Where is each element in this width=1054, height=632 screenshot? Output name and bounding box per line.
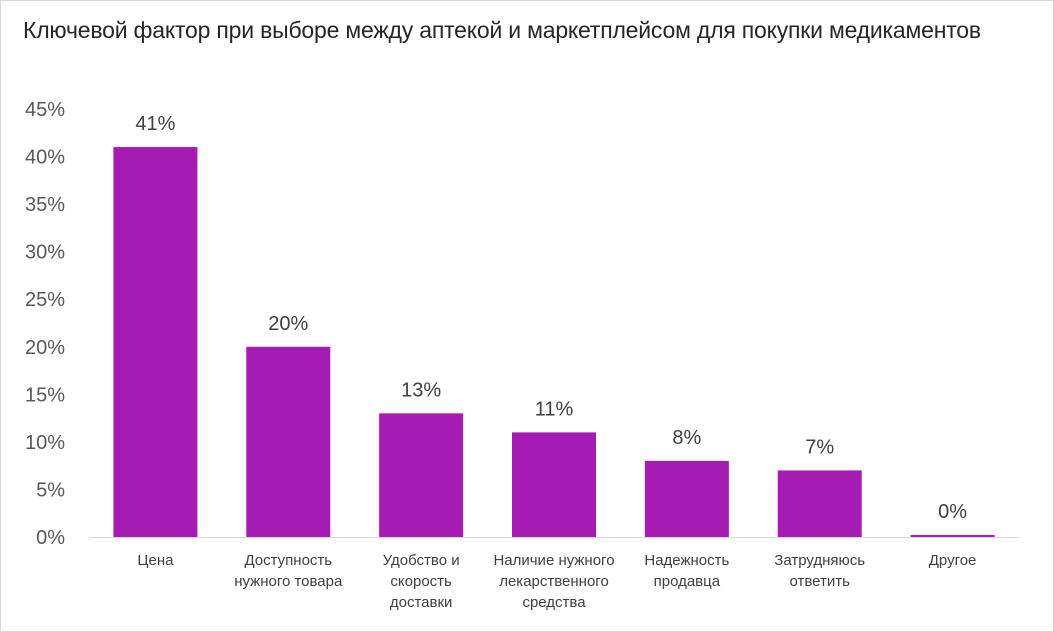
data-label: 8% (672, 427, 701, 449)
category-label: Другое (929, 552, 977, 569)
y-tick-label: 30% (25, 242, 65, 264)
category-label: Удобство и (383, 552, 460, 569)
category-label: нужного товара (234, 573, 343, 590)
category-label: Цена (137, 552, 174, 569)
bar (113, 147, 198, 538)
y-tick-label: 35% (25, 194, 65, 216)
category-label: продавца (654, 573, 721, 590)
bar (910, 535, 995, 537)
data-label: 11% (535, 398, 574, 420)
data-label: 20% (268, 313, 308, 335)
category-label: лекарственного (499, 573, 609, 590)
y-tick-label: 5% (36, 479, 65, 501)
y-tick-label: 10% (25, 432, 65, 454)
category-label: средства (522, 594, 586, 611)
category-label: Наличие нужного (493, 552, 614, 569)
category-label: Доступность (244, 552, 332, 569)
category-label: Затрудняюсь (774, 552, 865, 569)
y-tick-label: 0% (36, 527, 65, 549)
category-label: доставки (390, 594, 453, 611)
data-label: 13% (401, 379, 441, 401)
bar (644, 460, 729, 537)
bar (777, 470, 862, 537)
bar (246, 346, 331, 537)
data-label: 41% (135, 113, 175, 135)
y-tick-label: 15% (25, 384, 65, 406)
data-label: 0% (938, 501, 967, 523)
y-tick-label: 40% (25, 147, 65, 169)
data-label: 7% (805, 436, 834, 458)
bar (512, 432, 596, 537)
category-label: ответить (789, 573, 850, 590)
y-tick-label: 20% (25, 337, 65, 359)
chart-title: Ключевой фактор при выборе между аптекой… (23, 17, 981, 43)
y-tick-label: 25% (25, 289, 65, 311)
y-tick-label: 45% (25, 99, 65, 121)
bar (379, 413, 464, 537)
category-label: скорость (390, 573, 452, 590)
category-label: Надежность (644, 552, 729, 569)
